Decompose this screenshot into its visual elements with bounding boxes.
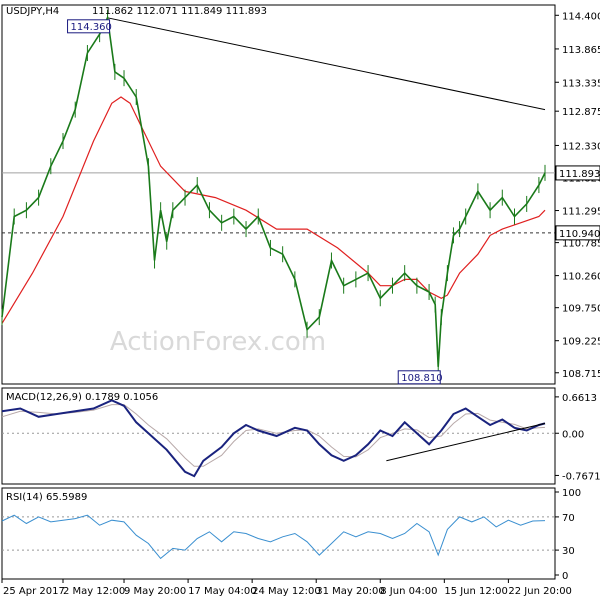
price-y-tick-label: 108.715 xyxy=(562,369,600,380)
annotation-box xyxy=(397,370,441,385)
rsi-y-tick-label: 30 xyxy=(562,546,575,557)
x-tick-label: 31 May 20:00 xyxy=(316,586,385,597)
annotation-label: 108.810 xyxy=(401,373,442,384)
price-y-tick-label: 113.335 xyxy=(562,78,600,89)
rsi-panel-frame xyxy=(1,487,556,580)
price-y-tick-label: 109.225 xyxy=(562,337,600,348)
price-panel-frame xyxy=(1,4,556,385)
rsi-y-tick-label: 100 xyxy=(562,488,581,499)
rsi-title: RSI(14) 65.5989 xyxy=(6,492,87,503)
price-y-tick-label: 110.785 xyxy=(562,239,600,250)
support-level-label: 110.940 xyxy=(559,229,600,240)
x-tick-label: 22 Jun 20:00 xyxy=(508,586,572,597)
macd-title: MACD(12,26,9) 0.1789 0.1056 xyxy=(6,392,158,403)
macd-y-tick-label: 0.6613 xyxy=(562,393,597,404)
ohlc-values: 111.862 112.071 111.849 111.893 xyxy=(92,6,267,17)
macd-line xyxy=(1,399,546,478)
x-tick-label: 2 May 12:00 xyxy=(63,586,125,597)
price-y-tick-label: 114.400 xyxy=(562,11,600,22)
x-tick-label: 8 Jun 04:00 xyxy=(380,586,437,597)
price-y-tick-label: 109.750 xyxy=(562,304,600,315)
current-price-label: 111.893 xyxy=(559,169,600,180)
x-tick-label: 15 Jun 12:00 xyxy=(444,586,508,597)
rsi-y-tick-label: 70 xyxy=(562,513,575,524)
x-tick-label: 24 May 12:00 xyxy=(252,586,321,597)
price-y-tick-label: 113.865 xyxy=(562,45,600,56)
x-tick-label: 17 May 04:00 xyxy=(188,586,257,597)
support-level-box xyxy=(555,225,600,241)
price-title: USDJPY,H4 xyxy=(6,6,59,17)
annotation-label: 114.360 xyxy=(71,22,112,33)
watermark: ActionForex.com xyxy=(110,327,326,357)
macd-trendline xyxy=(386,422,546,462)
price-y-tick-label: 111.295 xyxy=(562,207,600,218)
price-y-tick-label: 110.260 xyxy=(562,272,600,283)
rsi-line xyxy=(1,514,546,560)
macd-y-tick-label: 0.00 xyxy=(562,429,584,440)
price-trendline xyxy=(107,17,546,111)
x-tick-label: 9 May 20:00 xyxy=(124,586,186,597)
price-y-tick-label: 112.875 xyxy=(562,107,600,118)
rsi-y-tick-label: 0 xyxy=(562,571,568,582)
macd-y-tick-label: -0.7671 xyxy=(562,471,600,482)
moving-average-line xyxy=(1,96,546,324)
annotation-box xyxy=(67,19,111,34)
current-price-box xyxy=(555,165,600,181)
price-y-tick-label: 112.330 xyxy=(562,141,600,152)
x-tick-label: 25 Apr 2017 xyxy=(3,586,65,597)
